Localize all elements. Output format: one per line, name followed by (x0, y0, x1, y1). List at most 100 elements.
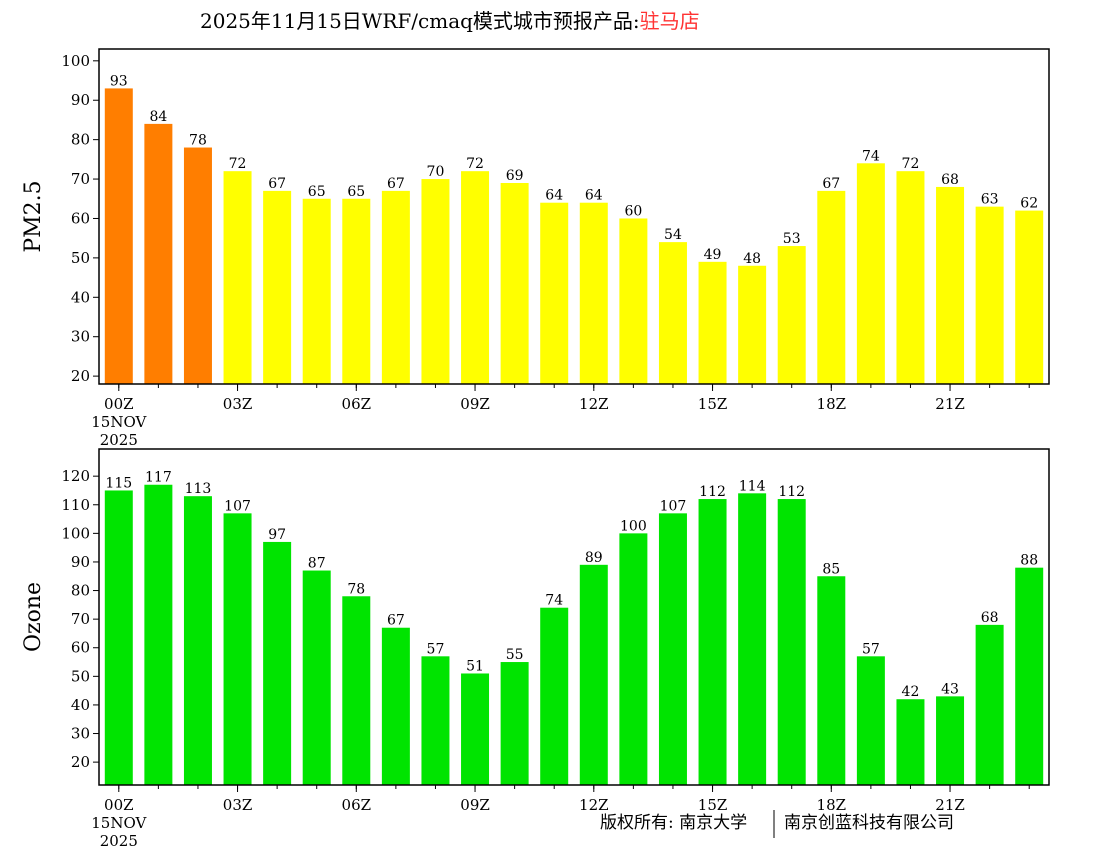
x-tick-label: 21Z (935, 796, 965, 814)
data-label: 112 (699, 484, 726, 500)
bar (579, 202, 608, 384)
y-axis-label: Ozone (21, 582, 46, 652)
data-label: 67 (387, 176, 405, 192)
data-label: 64 (545, 188, 563, 204)
y-tick-label: 50 (71, 667, 90, 685)
x-tick-label: 00Z (104, 395, 134, 413)
city-name: 驻马店 (640, 9, 700, 33)
bar (738, 265, 767, 384)
data-label: 54 (664, 227, 682, 243)
data-label: 107 (660, 498, 687, 514)
bar (896, 699, 925, 785)
bar (104, 490, 133, 785)
bar (738, 493, 767, 785)
plot-frame (98, 48, 1050, 385)
data-label: 57 (427, 641, 445, 657)
x-tick-label: 06Z (342, 395, 372, 413)
x-tick-label: 09Z (460, 395, 490, 413)
data-label: 70 (427, 164, 445, 180)
bar (421, 656, 450, 785)
data-label: 64 (585, 188, 603, 204)
data-label: 57 (862, 641, 880, 657)
bar (223, 513, 252, 785)
ozone-panel: 115 117 113 107 97 87 78 67 57 51 55 74 89 100 107 112 1… (21, 448, 1050, 850)
bar (183, 147, 212, 384)
bar (381, 627, 410, 785)
x-tick-label: 18Z (817, 395, 847, 413)
bar (144, 123, 173, 384)
plot-frame (98, 448, 1050, 786)
x-tick-label: 12Z (579, 796, 609, 814)
bar (856, 163, 885, 384)
bar (1015, 210, 1044, 384)
data-label: 69 (506, 168, 524, 184)
bar (342, 596, 371, 785)
bar (183, 496, 212, 785)
bar (144, 484, 173, 785)
data-label: 113 (185, 481, 212, 497)
bar (461, 673, 490, 785)
bar (104, 88, 133, 384)
chart-title: 2025年11月15日WRF/cmaq模式城市预报产品:驻马店 (200, 9, 700, 33)
bar (777, 499, 806, 785)
y-tick-label: 60 (71, 639, 90, 657)
y-tick-label: 60 (71, 209, 90, 227)
data-label: 65 (308, 184, 326, 200)
data-label: 112 (778, 484, 805, 500)
data-label: 74 (862, 148, 880, 164)
data-label: 117 (145, 470, 172, 486)
y-tick-label: 20 (71, 367, 90, 385)
x-tick-label: 15Z (698, 395, 728, 413)
y-tick-label: 80 (71, 582, 90, 600)
data-label: 67 (822, 176, 840, 192)
data-label: 114 (739, 478, 766, 494)
bar (500, 662, 529, 785)
data-label: 60 (624, 203, 642, 219)
bar (263, 541, 292, 785)
y-tick-label: 100 (61, 524, 90, 542)
y-tick-label: 120 (61, 467, 90, 485)
data-label: 72 (466, 156, 484, 172)
y-tick-label: 20 (71, 753, 90, 771)
data-label: 67 (387, 613, 405, 629)
copyright-right: 南京创蓝科技有限公司 (784, 813, 954, 833)
bar (302, 198, 331, 384)
data-label: 74 (545, 593, 563, 609)
y-tick-label: 70 (71, 610, 90, 628)
data-label: 85 (822, 561, 840, 577)
data-label: 100 (620, 518, 647, 534)
data-label: 107 (224, 498, 251, 514)
bar (579, 564, 608, 785)
bar (302, 570, 331, 785)
x-tick-label: 00Z (104, 796, 134, 814)
bar (817, 190, 846, 384)
bar (975, 206, 1004, 384)
x-tick-label: 18Z (817, 796, 847, 814)
y-tick-label: 90 (71, 553, 90, 571)
data-label: 48 (743, 251, 761, 267)
data-label: 51 (466, 658, 484, 674)
data-label: 72 (229, 156, 247, 172)
y-tick-label: 90 (71, 91, 90, 109)
y-tick-label: 70 (71, 170, 90, 188)
bar (461, 171, 490, 384)
data-label: 72 (902, 156, 920, 172)
bar (619, 218, 648, 384)
data-label: 63 (981, 192, 999, 208)
y-tick-label: 40 (71, 696, 90, 714)
data-label: 93 (110, 73, 128, 89)
y-tick-label: 30 (71, 725, 90, 743)
data-label: 88 (1020, 553, 1038, 569)
data-label: 62 (1020, 196, 1038, 212)
bar (936, 696, 965, 785)
date-label: 15NOV (91, 413, 147, 431)
bar (342, 198, 371, 384)
copyright-left: 版权所有: 南京大学 (600, 813, 747, 833)
x-tick-label: 03Z (223, 796, 253, 814)
bar (540, 607, 569, 785)
data-label: 49 (704, 247, 722, 263)
data-label: 53 (783, 231, 801, 247)
data-label: 89 (585, 550, 603, 566)
data-label: 68 (981, 610, 999, 626)
